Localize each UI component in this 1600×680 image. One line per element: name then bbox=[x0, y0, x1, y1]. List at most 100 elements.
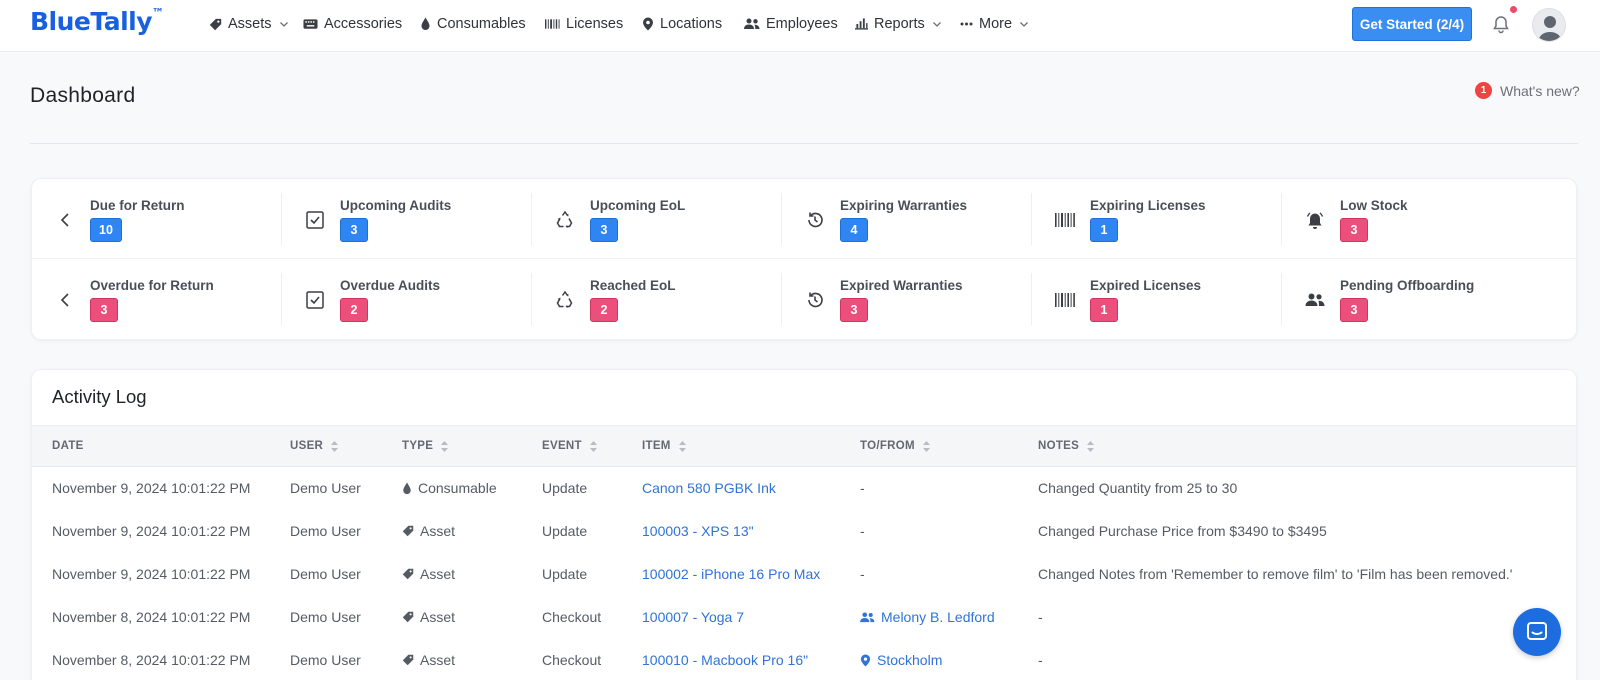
notification-dot bbox=[1510, 6, 1517, 13]
column-item[interactable]: ITEM bbox=[642, 440, 686, 452]
item-link[interactable]: 100010 - Macbook Pro 16" bbox=[642, 652, 809, 668]
barcode-icon bbox=[1055, 213, 1075, 227]
stat-due-for-return[interactable]: Due for Return 10 bbox=[32, 179, 282, 259]
bell-icon[interactable] bbox=[1489, 12, 1513, 36]
alarm-icon bbox=[1306, 212, 1324, 229]
item-link[interactable]: 100003 - XPS 13" bbox=[642, 523, 754, 539]
drop-icon bbox=[421, 17, 430, 30]
whats-new-badge: 1 bbox=[1475, 82, 1492, 99]
sort-icon bbox=[441, 440, 449, 452]
checkbox-icon bbox=[306, 291, 324, 309]
stat-low-stock[interactable]: Low Stock 3 bbox=[1282, 179, 1532, 259]
page-title: Dashboard bbox=[30, 84, 136, 107]
sort-icon bbox=[1087, 440, 1095, 452]
sort-icon bbox=[589, 440, 597, 452]
activity-log-card: Activity Log DATE USER TYPE EVENT ITEM T… bbox=[31, 369, 1577, 680]
stat-expiring-licenses[interactable]: Expiring Licenses 1 bbox=[1032, 179, 1282, 259]
header-divider bbox=[30, 143, 1578, 144]
stats-card: Due for Return 10 Upcoming Audits 3 Upco… bbox=[31, 178, 1577, 340]
count-badge: 3 bbox=[1340, 218, 1368, 242]
nav-licenses[interactable]: Licenses bbox=[545, 14, 623, 34]
to-from-link[interactable]: Stockholm bbox=[860, 652, 942, 668]
stat-overdue-for-return[interactable]: Overdue for Return 3 bbox=[32, 259, 282, 339]
table-row: November 9, 2024 10:01:22 PM Demo User A… bbox=[52, 566, 1513, 582]
nav-employees[interactable]: Employees bbox=[744, 14, 838, 34]
count-badge: 1 bbox=[1090, 298, 1118, 322]
count-badge: 3 bbox=[90, 298, 118, 322]
tag-icon bbox=[402, 654, 414, 666]
history-icon bbox=[808, 292, 823, 308]
map-pin-icon bbox=[643, 17, 653, 31]
sort-icon bbox=[922, 440, 930, 452]
whats-new-link[interactable]: 1 What's new? bbox=[1475, 82, 1580, 99]
item-link[interactable]: 100007 - Yoga 7 bbox=[642, 609, 744, 625]
chevron-left-icon bbox=[60, 293, 69, 307]
to-from-link[interactable]: Melony B. Ledford bbox=[860, 609, 995, 625]
nav-locations[interactable]: Locations bbox=[642, 14, 722, 34]
activity-log-title: Activity Log bbox=[52, 386, 147, 407]
column-user[interactable]: USER bbox=[290, 440, 339, 452]
chat-icon bbox=[1527, 622, 1547, 640]
table-header: DATE USER TYPE EVENT ITEM TO/FROM NOTES bbox=[32, 425, 1576, 467]
count-badge: 3 bbox=[1340, 298, 1368, 322]
get-started-button[interactable]: Get Started (2/4) bbox=[1352, 7, 1472, 41]
column-notes[interactable]: NOTES bbox=[1038, 440, 1095, 452]
stat-expiring-warranties[interactable]: Expiring Warranties 4 bbox=[782, 179, 1032, 259]
keyboard-icon bbox=[303, 19, 318, 29]
barcode-icon bbox=[1055, 293, 1075, 307]
barcode-icon bbox=[545, 19, 560, 29]
top-navbar: BlueTally™ Assets Accessories Consumable… bbox=[0, 0, 1600, 52]
table-row: November 8, 2024 10:01:22 PM Demo User A… bbox=[52, 652, 1043, 668]
table-row: November 9, 2024 10:01:22 PM Demo User A… bbox=[52, 523, 1327, 539]
table-row: November 9, 2024 10:01:22 PM Demo User C… bbox=[52, 480, 1238, 496]
avatar[interactable] bbox=[1532, 8, 1566, 42]
tag-icon bbox=[402, 568, 414, 580]
item-link[interactable]: 100002 - iPhone 16 Pro Max bbox=[642, 566, 821, 582]
drop-icon bbox=[403, 481, 411, 494]
count-badge: 1 bbox=[1090, 218, 1118, 242]
nav-accessories[interactable]: Accessories bbox=[303, 14, 402, 34]
chevron-down-icon bbox=[279, 22, 288, 27]
map-pin-icon bbox=[860, 654, 871, 666]
sort-icon bbox=[331, 440, 339, 452]
nav-more[interactable]: More bbox=[960, 14, 1029, 34]
tag-icon bbox=[402, 611, 414, 623]
column-to-from[interactable]: TO/FROM bbox=[860, 440, 930, 452]
users-icon bbox=[860, 611, 875, 622]
nav-reports[interactable]: Reports bbox=[855, 14, 942, 34]
stats-row-overdue: Overdue for Return 3 Overdue Audits 2 Re… bbox=[32, 259, 1576, 339]
item-link[interactable]: Canon 580 PGBK Ink bbox=[642, 480, 776, 496]
chevron-down-icon bbox=[932, 22, 941, 27]
users-icon bbox=[744, 18, 760, 29]
column-event[interactable]: EVENT bbox=[542, 440, 597, 452]
stat-expired-licenses[interactable]: Expired Licenses 1 bbox=[1032, 259, 1282, 339]
column-type[interactable]: TYPE bbox=[402, 440, 449, 452]
recycle-icon bbox=[556, 210, 573, 228]
chat-launcher-button[interactable] bbox=[1513, 608, 1561, 656]
stat-upcoming-audits[interactable]: Upcoming Audits 3 bbox=[282, 179, 532, 259]
count-badge: 2 bbox=[340, 298, 368, 322]
tag-icon bbox=[209, 18, 222, 30]
chevron-left-icon bbox=[60, 213, 69, 227]
ellipsis-icon bbox=[960, 22, 973, 26]
stat-upcoming-eol[interactable]: Upcoming EoL 3 bbox=[532, 179, 782, 259]
logo[interactable]: BlueTally™ bbox=[30, 5, 164, 36]
column-date[interactable]: DATE bbox=[52, 440, 84, 452]
count-badge: 10 bbox=[90, 218, 122, 242]
stat-overdue-audits[interactable]: Overdue Audits 2 bbox=[282, 259, 532, 339]
chevron-down-icon bbox=[1020, 22, 1029, 27]
count-badge: 2 bbox=[590, 298, 618, 322]
count-badge: 4 bbox=[840, 218, 868, 242]
count-badge: 3 bbox=[840, 298, 868, 322]
stat-pending-offboarding[interactable]: Pending Offboarding 3 bbox=[1282, 259, 1532, 339]
nav-consumables[interactable]: Consumables bbox=[420, 14, 526, 34]
count-badge: 3 bbox=[340, 218, 368, 242]
nav-assets[interactable]: Assets bbox=[209, 14, 289, 34]
users-icon bbox=[1305, 293, 1325, 306]
history-icon bbox=[808, 212, 823, 228]
stat-reached-eol[interactable]: Reached EoL 2 bbox=[532, 259, 782, 339]
checkbox-icon bbox=[306, 211, 324, 229]
sort-icon bbox=[678, 440, 686, 452]
recycle-icon bbox=[556, 290, 573, 308]
stat-expired-warranties[interactable]: Expired Warranties 3 bbox=[782, 259, 1032, 339]
